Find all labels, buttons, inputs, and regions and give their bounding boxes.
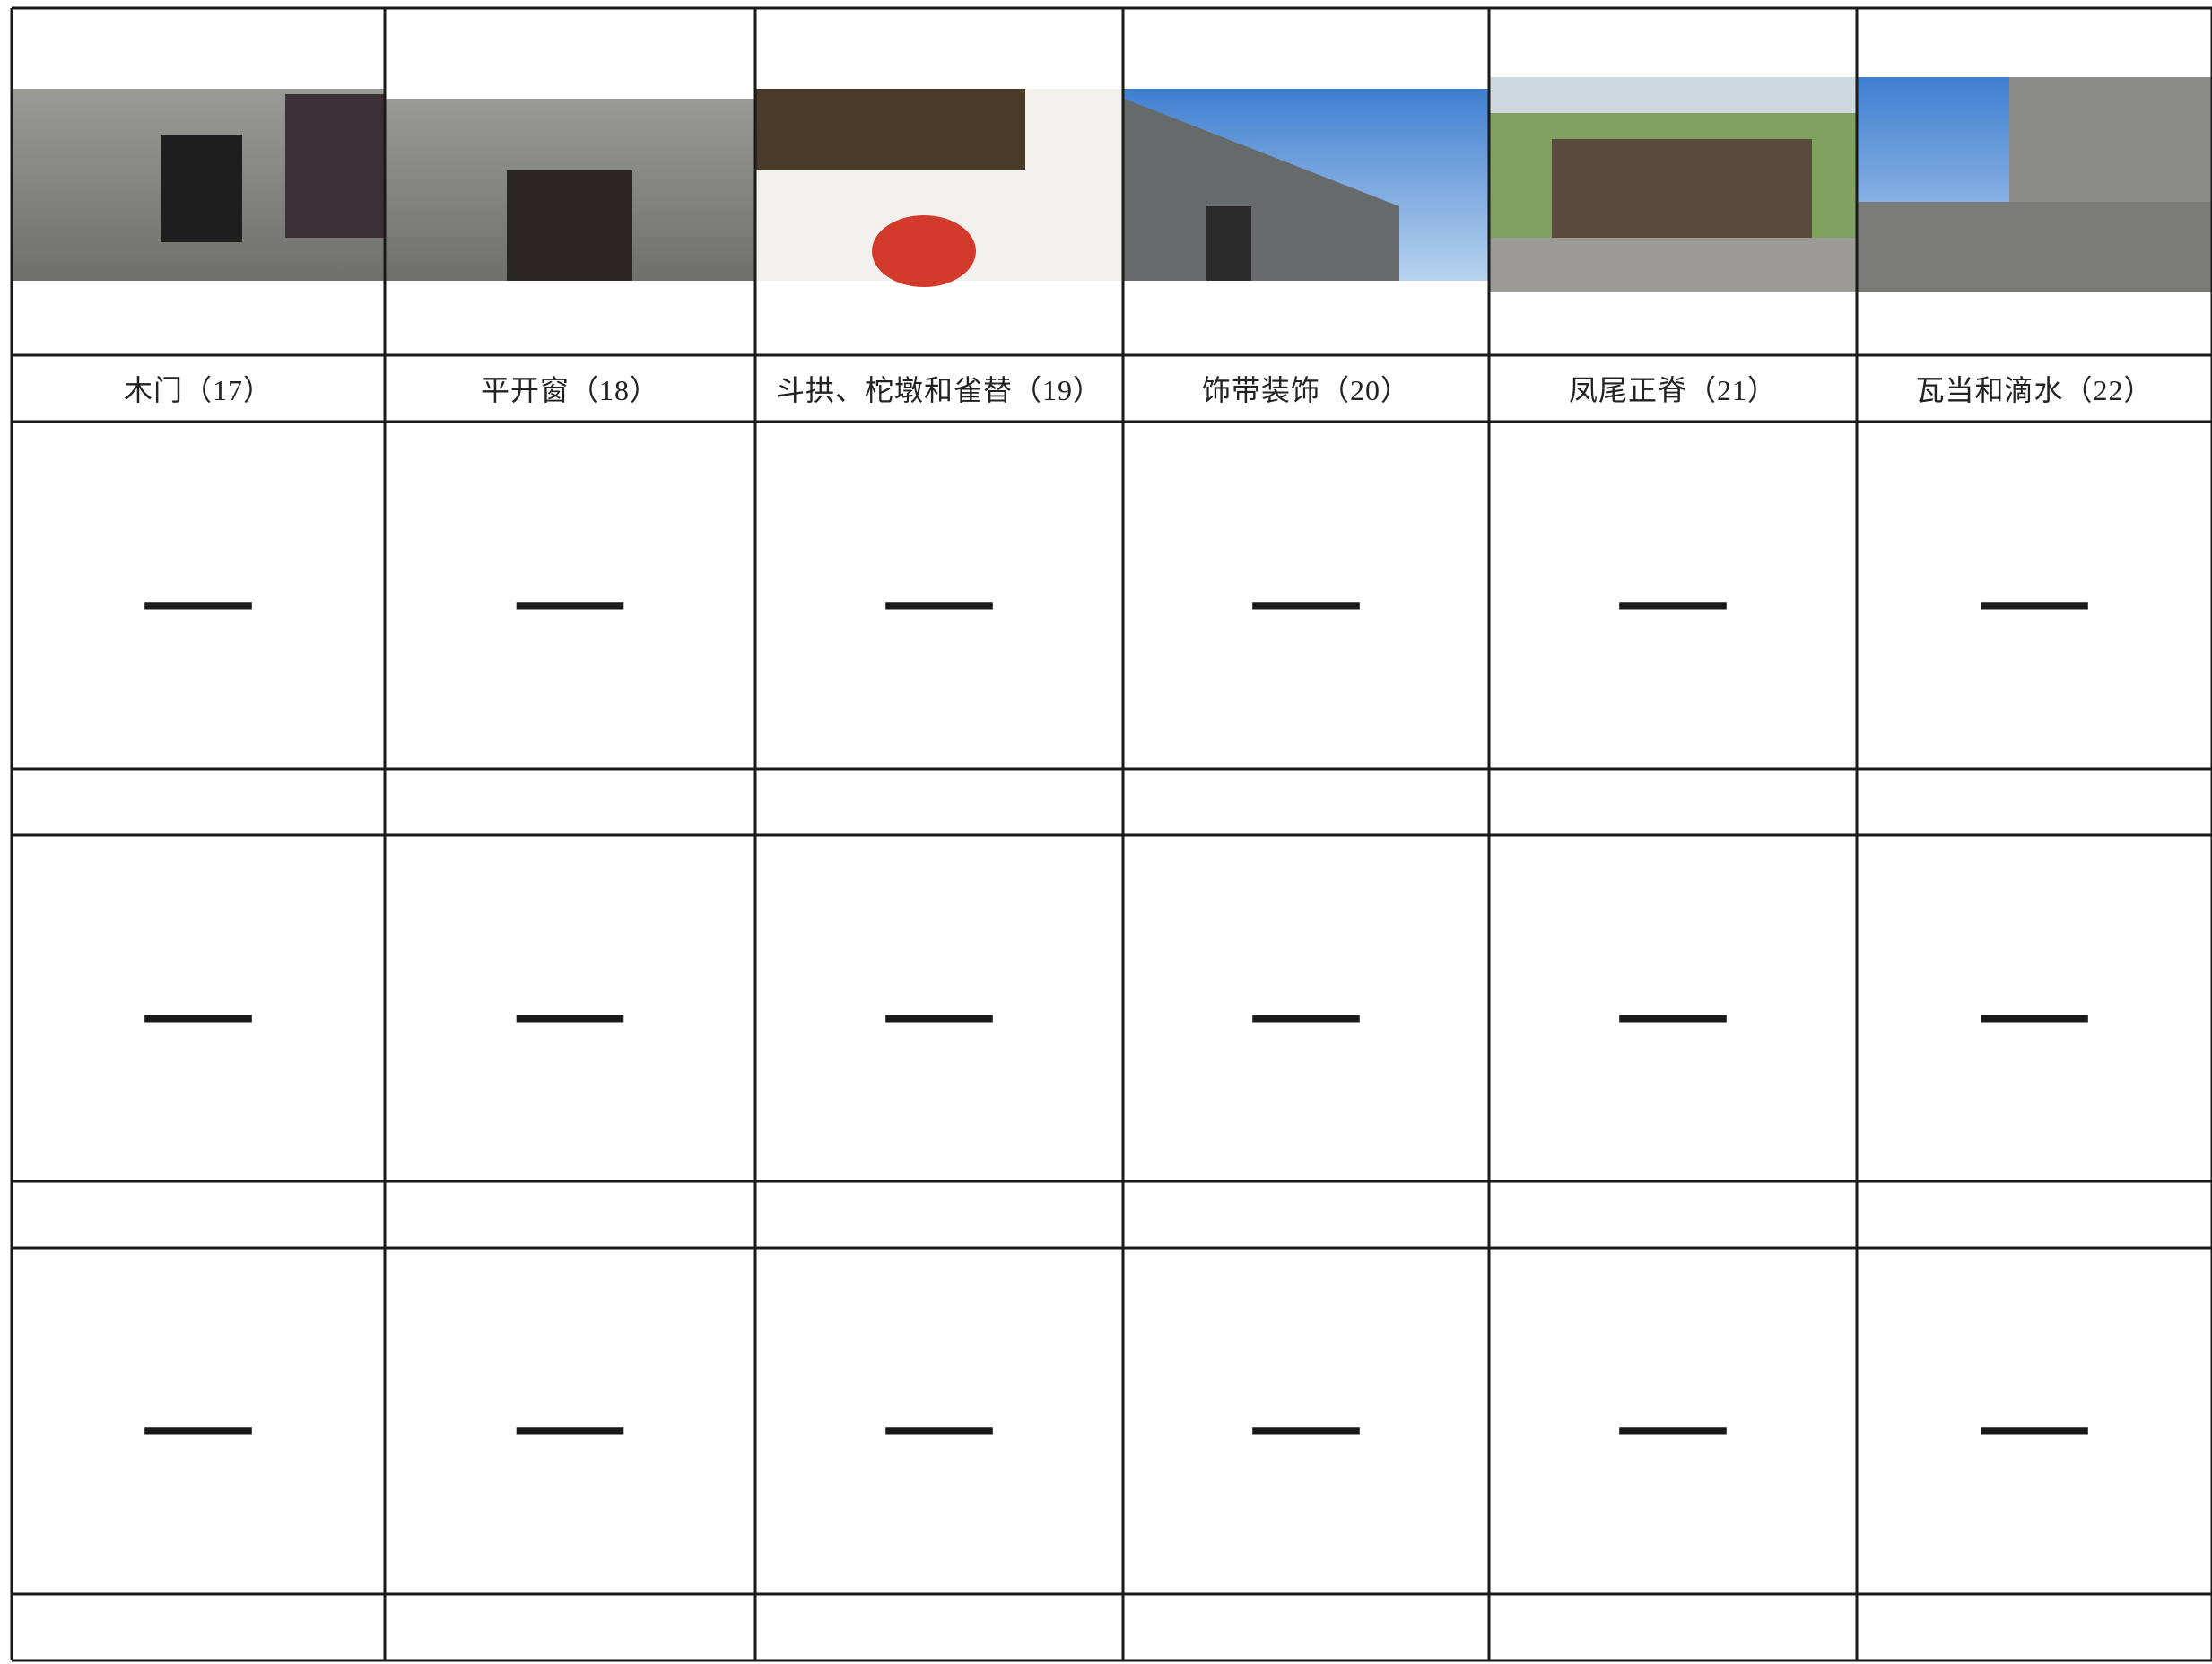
- cell-dash: —: [1981, 949, 2087, 1067]
- cell-dash: —: [517, 949, 623, 1067]
- column-label: 瓦当和滴水（22）: [1915, 374, 2154, 406]
- cell-dash: —: [1981, 1362, 2087, 1479]
- cell-dash: —: [1620, 1362, 1726, 1479]
- column-label: 木门（17）: [123, 374, 273, 406]
- cell-dash: —: [145, 949, 251, 1067]
- photos: [13, 77, 2212, 292]
- cell-dash: —: [1253, 1362, 1359, 1479]
- cell-dash: —: [886, 949, 992, 1067]
- cell-dash: —: [517, 536, 623, 654]
- cell-dash: —: [886, 536, 992, 654]
- cell-dash: —: [517, 1362, 623, 1479]
- cell-dash: —: [145, 1362, 251, 1479]
- cell-dash: —: [886, 1362, 992, 1479]
- cell-dash: —: [1620, 949, 1726, 1067]
- cell-dash: —: [1253, 536, 1359, 654]
- column-label: 斗拱、柁墩和雀替（19）: [775, 374, 1102, 406]
- cell-dash: —: [1253, 949, 1359, 1067]
- cell-dash: —: [145, 536, 251, 654]
- grid-lines: [10, 6, 2212, 1662]
- column-label: 平开窗（18）: [480, 374, 659, 406]
- column-label: 饰带装饰（20）: [1201, 374, 1410, 406]
- cell-dash: —: [1620, 536, 1726, 654]
- cell-dash: —: [1981, 536, 2087, 654]
- column-label: 凤尾正脊（21）: [1568, 374, 1777, 406]
